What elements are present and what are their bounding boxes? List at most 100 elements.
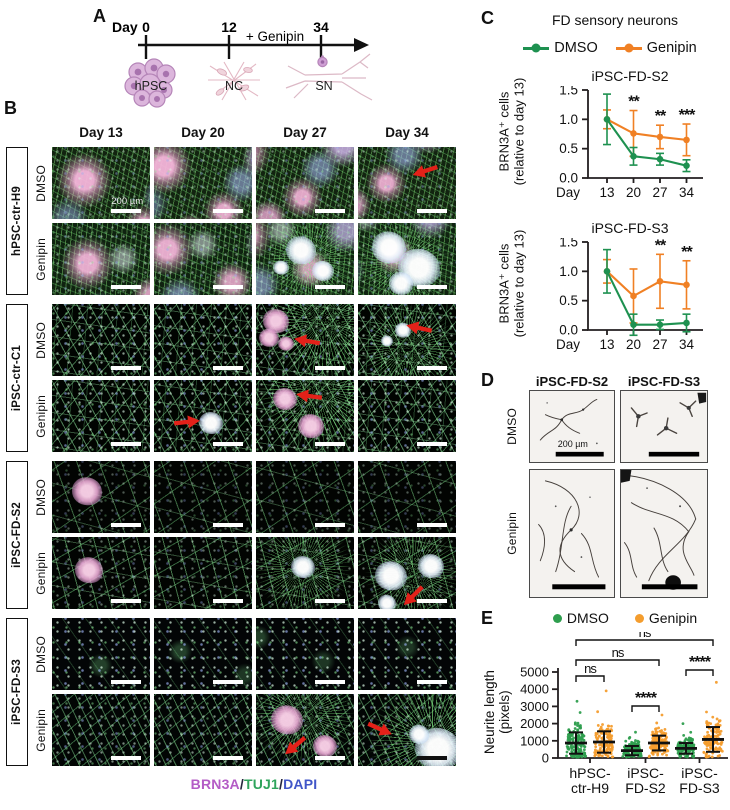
scale-bar [212,208,244,213]
scale-bar [416,755,448,760]
white-cluster [417,553,444,578]
scale-bar [416,679,448,684]
micrograph-iPSC-FD-S3-DMSO-day13 [52,618,150,690]
micrograph-iPSC-ctr-C1-DMSO-day27 [256,304,354,376]
scale-bar [555,451,604,457]
micrograph-iPSC-ctr-C1-DMSO-day34 [358,304,456,376]
scale-bar [212,598,244,603]
micrograph-iPSC-FD-S3-DMSO-day20 [154,618,252,690]
line-chart-fd-s3: 0.0 0.5 1.0 1.5 13 20 27 34 Day ** ** [556,238,703,352]
panel-a-label: A [93,6,106,26]
scale-bar [314,598,346,603]
panel-d-label: D [481,370,494,390]
pink-ganglion [258,328,279,348]
micrograph-iPSC-FD-S3-DMSO-day34 [358,618,456,690]
white-cluster [408,725,429,744]
scale-bar [314,365,346,370]
svg-text:hPSC-ctr-H9: hPSC-ctr-H9 [569,765,611,796]
svg-text:iPSC-FD-S2: iPSC-FD-S2 [625,765,666,796]
group-label-box: hPSC-ctr-H9 [6,147,28,295]
red-arrow-icon [292,332,321,350]
legend-item-dmso: DMSO [523,40,598,56]
micrograph-iPSC-FD-S3-Genipin-day27 [256,694,354,766]
red-arrow-icon [280,732,310,760]
sn-neuron-icon [285,53,373,101]
svg-text:0.0: 0.0 [559,323,578,338]
red-arrow-icon [173,413,201,430]
svg-text:0.0: 0.0 [559,171,578,186]
group-label-box: iPSC-FD-S2 [6,461,28,609]
white-cluster [291,556,316,579]
white-cluster [198,412,223,435]
scale-bar [314,284,346,289]
neurite-image-s2-dmso: 200 µm [529,390,615,463]
svg-text:0.5: 0.5 [559,141,578,156]
pink-ganglion [262,309,289,334]
micrograph-iPSC-FD-S3-Genipin-day13 [52,694,150,766]
micrograph-iPSC-FD-S2-Genipin-day34 [358,537,456,609]
white-cluster [378,594,397,609]
micrograph-hPSC-ctr-H9-DMSO-day20 [154,147,252,219]
stain-caption-part: / [279,776,284,792]
legend-item-genipin: Genipin [615,40,697,56]
pink-ganglion [271,705,304,735]
white-cluster [286,236,317,265]
stain-caption: BRN3A/TUJ1/DAPI [52,776,456,792]
group-label: iPSC-ctr-C1 [11,344,23,412]
treatment-label: Genipin [33,237,48,281]
red-arrow-icon [398,582,427,609]
legend-item-dmso: DMSO [552,610,609,626]
micrograph-iPSC-FD-S2-DMSO-day13 [52,461,150,533]
scatter-chart-neurite-length: 0 1000 2000 3000 4000 5000 hPSC-ctr-H9 iPSC-FD-… [520,632,728,796]
genipin-window-label: + Genipin [246,29,304,44]
chart1-title: iPSC-FD-S2 [591,68,669,84]
col-header-day27: Day 27 [283,125,327,140]
scale-bar [212,522,244,527]
col-header-day34: Day 34 [385,125,429,140]
group-label-box: iPSC-FD-S3 [6,618,28,766]
scale-bar [212,284,244,289]
pink-ganglion [72,477,103,506]
micrograph-iPSC-FD-S2-Genipin-day27 [256,537,354,609]
genipin-dot-icon [634,613,644,623]
scale-bar [416,441,448,446]
panel-c-label: C [481,8,494,28]
scale-bar [416,208,448,213]
pink-ganglion [75,557,104,583]
micrograph-iPSC-FD-S2-Genipin-day20 [154,537,252,609]
scale-bar [641,584,698,590]
treatment-label: Genipin [33,708,48,752]
pink-ganglion [297,414,324,439]
scale-bar [314,208,346,213]
svg-text:13: 13 [599,337,614,352]
scale-bar [110,441,142,446]
group-label: iPSC-FD-S2 [11,502,23,568]
white-cluster [311,260,334,281]
scale-bar [416,284,448,289]
scale-bar [110,522,142,527]
pink-ganglion [278,336,295,351]
scale-bar [648,451,700,457]
red-arrow-icon [295,387,324,405]
scale-bar [314,441,346,446]
svg-text:27: 27 [652,185,667,200]
d-row-label-genipin: Genipin [505,512,519,555]
dmso-dot-icon [552,613,562,623]
svg-text:0: 0 [542,751,549,766]
svg-text:**: ** [655,238,667,254]
scale-bar [416,365,448,370]
scale-bar [416,522,448,527]
svg-text:Day: Day [556,337,580,352]
svg-text:****: **** [689,654,712,671]
stage-nc-label: NC [225,79,243,93]
timeline-t12: 12 [221,19,237,35]
micrograph-iPSC-ctr-C1-DMSO-day20 [154,304,252,376]
svg-text:4000: 4000 [520,682,549,697]
d-col-header-s3: iPSC-FD-S3 [627,374,701,389]
timeline-day-label: Day [112,19,138,35]
scale-bar [110,755,142,760]
micrograph-iPSC-FD-S3-Genipin-day20 [154,694,252,766]
dmso-line-marker-icon [523,43,550,53]
